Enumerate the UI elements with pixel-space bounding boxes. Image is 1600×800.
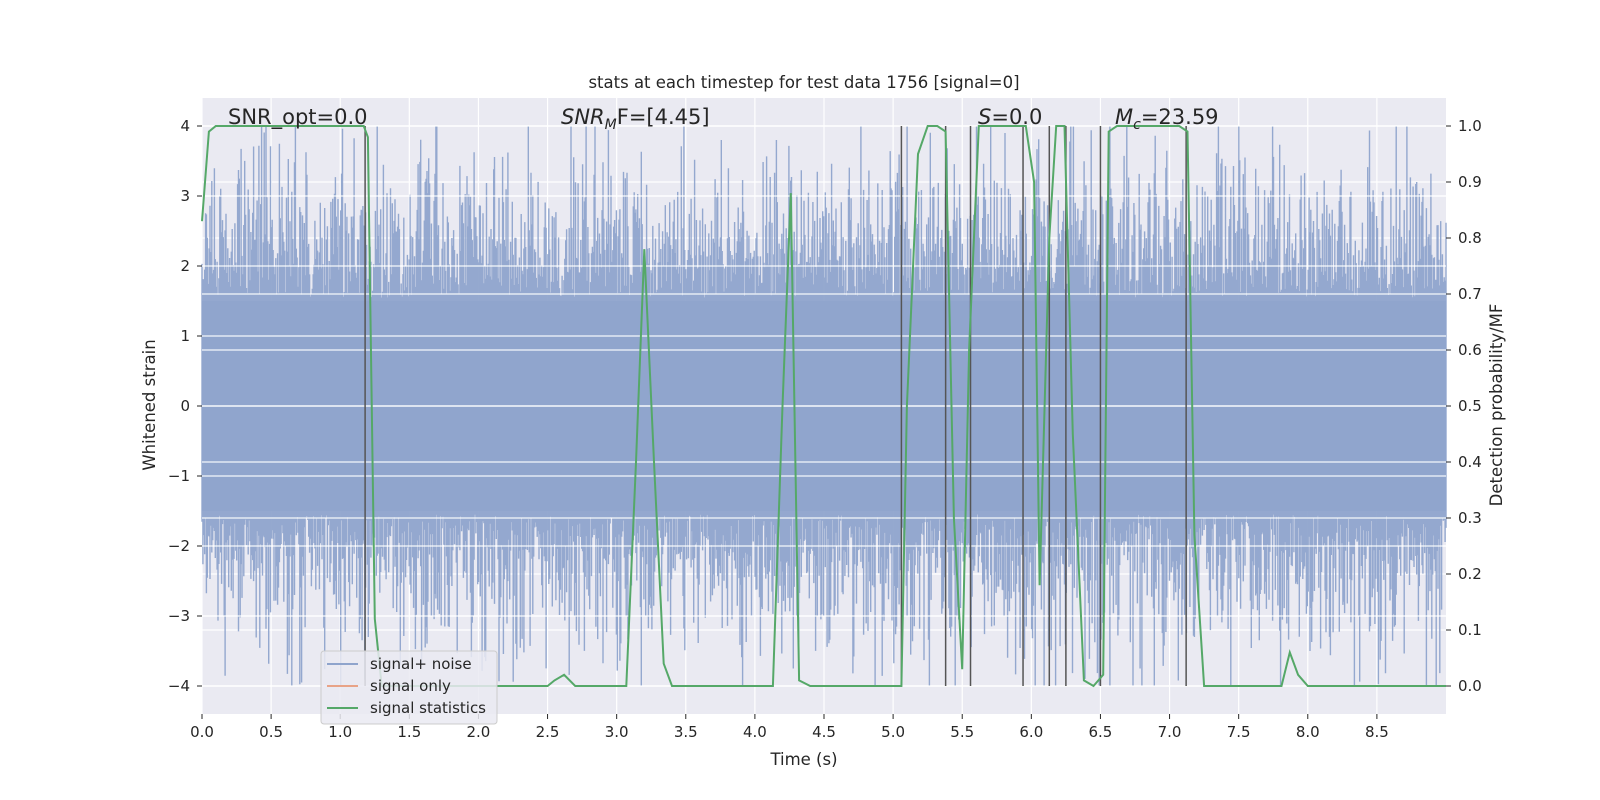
x-tick-label: 6.0 [1019,723,1043,741]
x-tick-label: 4.5 [812,723,836,741]
annotation-mc-rest: =23.59 [1141,105,1219,129]
annotation-snr-mf: SNRMF=[4.45] [561,105,710,133]
x-tick-label: 1.5 [397,723,421,741]
annotation-mc-main: M [1115,105,1133,129]
x-axis-ticks: 0.0 0.5 1.0 1.5 2.0 2.5 3.0 3.5 4.0 4.5 5.0 5.5 6.0 6… [190,714,1389,741]
y-right-tick-label: 0.3 [1458,509,1482,527]
y-left-tick-label: 0 [180,397,190,415]
annotation-snr-mf-sub: M [605,117,617,133]
y-left-tick-label: 4 [180,117,190,135]
y-left-tick-label: 3 [180,187,190,205]
y-right-tick-label: 0.0 [1458,677,1482,695]
y-left-axis-label: Whitened strain [140,339,159,470]
annotation-mc-sub: c [1133,117,1141,133]
annotation-s-rest: =0.0 [991,105,1042,129]
legend-label-signal-only: signal only [370,677,451,695]
y-left-tick-label: 2 [180,257,190,275]
y-left-tick-label: −3 [168,607,190,625]
legend-label-signal-noise: signal+ noise [370,655,472,673]
y-right-tick-label: 0.5 [1458,397,1482,415]
y-left-tick-label: −1 [168,467,190,485]
y-left-tick-label: −4 [168,677,190,695]
x-tick-label: 5.0 [881,723,905,741]
legend: signal+ noise signal only signal statist… [320,650,498,725]
y-right-tick-label: 0.1 [1458,621,1482,639]
x-tick-label: 0.0 [190,723,214,741]
x-tick-label: 2.0 [467,723,491,741]
x-tick-label: 7.0 [1158,723,1182,741]
annotation-snr-opt: SNR_opt=0.0 [228,105,368,130]
x-tick-label: 6.5 [1089,723,1113,741]
annotation-snr-mf-rest: F=[4.45] [617,105,710,129]
y-right-axis-label: Detection probability/MF [1487,304,1506,507]
x-tick-label: 5.5 [950,723,974,741]
y-left-tick-label: 1 [180,327,190,345]
x-tick-label: 8.0 [1296,723,1320,741]
y-right-axis-ticks: 0.0 0.1 0.2 0.3 0.4 0.5 0.6 0.7 0.8 0.9 1.0 [1446,117,1482,695]
annotation-mc: Mc=23.59 [1115,105,1219,133]
legend-box [320,650,498,725]
x-axis-label: Time (s) [769,750,837,769]
x-tick-label: 2.5 [536,723,560,741]
annotation-snr-mf-main: SNR [561,105,605,129]
x-tick-label: 8.5 [1365,723,1389,741]
x-tick-label: 0.5 [259,723,283,741]
y-right-tick-label: 0.8 [1458,229,1482,247]
annotation-s: S=0.0 [978,105,1042,129]
annotation-s-main: S [978,105,991,129]
x-tick-label: 3.0 [605,723,629,741]
y-left-tick-label: −2 [168,537,190,555]
x-tick-label: 7.5 [1227,723,1251,741]
y-right-tick-label: 0.4 [1458,453,1482,471]
legend-label-signal-statistics: signal statistics [370,699,486,717]
x-tick-label: 3.5 [674,723,698,741]
y-right-tick-label: 0.6 [1458,341,1482,359]
y-right-tick-label: 1.0 [1458,117,1482,135]
y-right-tick-label: 0.7 [1458,285,1482,303]
y-right-tick-label: 0.2 [1458,565,1482,583]
x-tick-label: 4.0 [743,723,767,741]
y-left-axis-ticks: −4 −3 −2 −1 0 1 2 3 4 [168,117,202,695]
y-right-tick-label: 0.9 [1458,173,1482,191]
x-tick-label: 1.0 [328,723,352,741]
chart-title: stats at each timestep for test data 175… [588,73,1019,92]
series-signal-noise [201,125,1447,687]
vertical-markers [364,126,1187,686]
